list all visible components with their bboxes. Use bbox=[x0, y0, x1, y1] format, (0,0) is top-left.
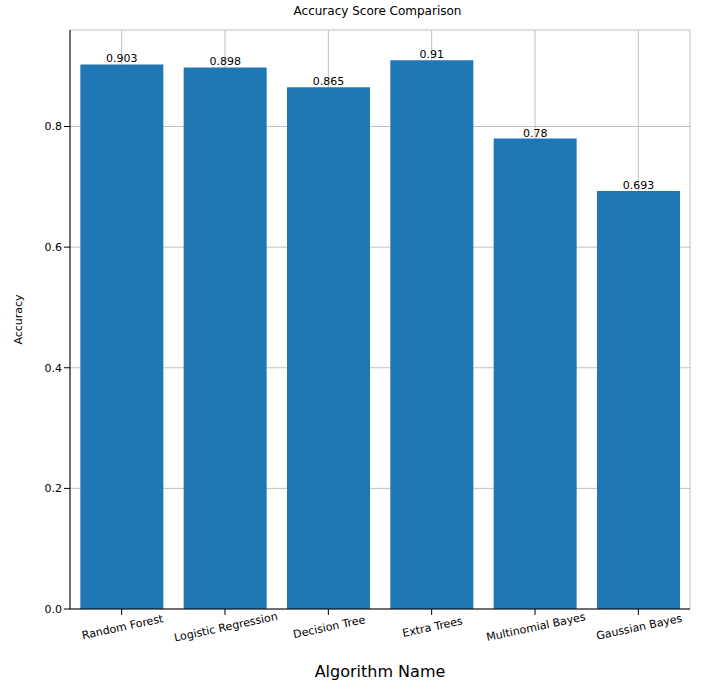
svg-text:Algorithm Name: Algorithm Name bbox=[315, 662, 446, 681]
svg-text:0.78: 0.78 bbox=[523, 127, 548, 140]
html-text:Accuracy Score Comparison: Accuracy Score Comparison bbox=[293, 4, 462, 18]
svg-text:Multinomial Bayes: Multinomial Bayes bbox=[485, 610, 587, 644]
svg-text:0.91: 0.91 bbox=[420, 48, 445, 61]
svg-text:0.898: 0.898 bbox=[209, 55, 241, 68]
svg-text:0.6: 0.6 bbox=[45, 241, 63, 254]
svg-text:0.0: 0.0 bbox=[45, 603, 63, 616]
svg-text:Gaussian Bayes: Gaussian Bayes bbox=[595, 612, 683, 643]
svg-text:Extra Trees: Extra Trees bbox=[401, 614, 464, 639]
svg-text:0.865: 0.865 bbox=[313, 75, 345, 88]
svg-text:0.8: 0.8 bbox=[45, 120, 63, 133]
svg-text:Accuracy: Accuracy bbox=[12, 294, 25, 345]
svg-text:Random Forest: Random Forest bbox=[81, 612, 165, 642]
svg-text:0.903: 0.903 bbox=[106, 52, 138, 65]
svg-text:0.693: 0.693 bbox=[623, 179, 655, 192]
svg-text:Decision Tree: Decision Tree bbox=[292, 613, 367, 641]
svg-text:0.2: 0.2 bbox=[45, 482, 63, 495]
svg-text:0.4: 0.4 bbox=[45, 362, 63, 375]
svg-text:Logistic Regression: Logistic Regression bbox=[173, 610, 279, 645]
